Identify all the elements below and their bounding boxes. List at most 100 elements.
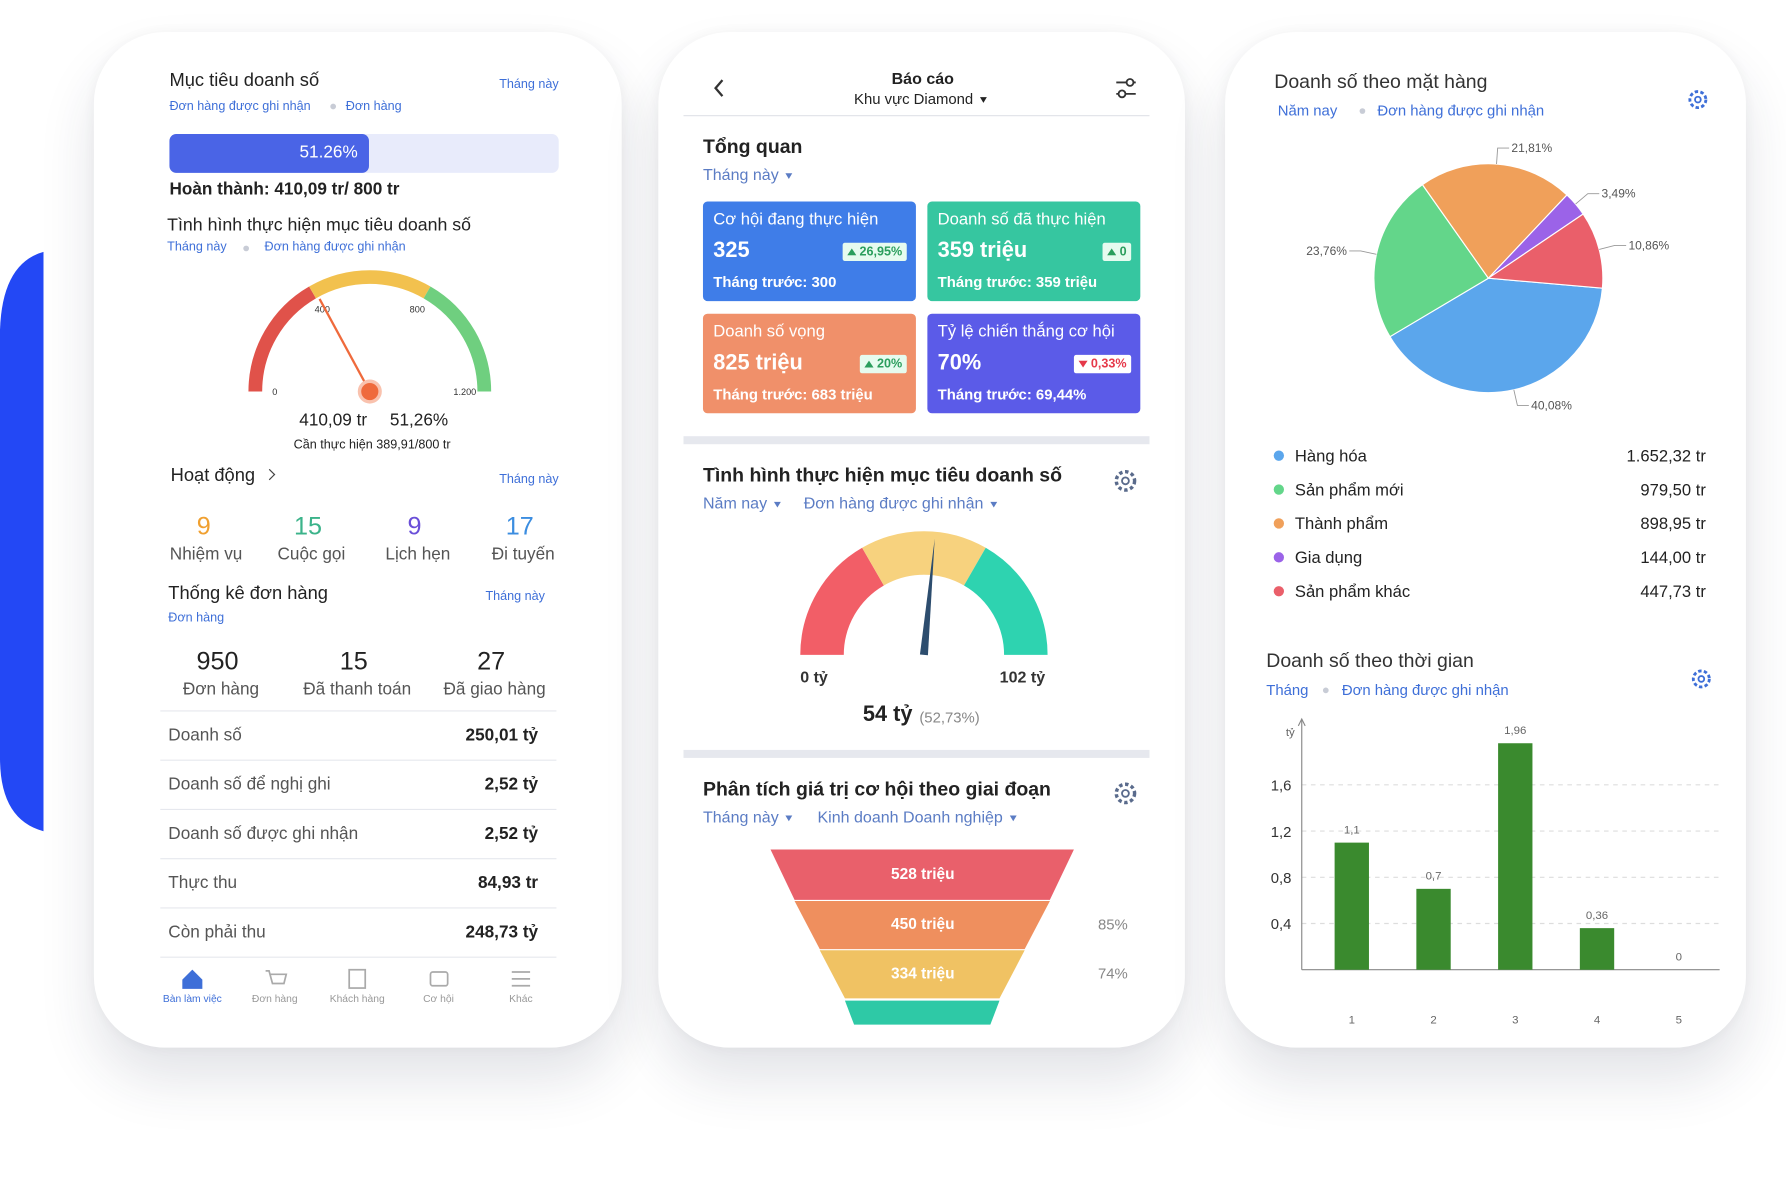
gauge-filter[interactable]: Đơn hàng được ghi nhận	[264, 240, 406, 255]
pie-leader	[1599, 244, 1627, 250]
nav-icon-menu[interactable]	[511, 971, 531, 987]
bar	[1579, 928, 1615, 970]
card-change-value: 0	[1119, 245, 1127, 259]
funnel-filter[interactable]: Tháng này	[703, 808, 792, 827]
kpi-card[interactable]: Cơ hội đang thực hiện 325 26,95% Tháng t…	[702, 201, 916, 302]
pie-leader	[1349, 250, 1377, 255]
nav-icon-home[interactable]	[182, 969, 203, 989]
gauge-needle	[318, 298, 371, 393]
value-label: 1,1	[1344, 824, 1360, 836]
trend-arrow	[1078, 360, 1088, 368]
section-separator	[683, 749, 1150, 758]
row-label: Còn phải thu	[168, 922, 266, 942]
pie-filter[interactable]: Đơn hàng được ghi nhận	[1377, 101, 1545, 119]
pie-label: 40,08%	[1531, 398, 1572, 412]
nav-icon-building[interactable]	[348, 968, 367, 989]
orders-period[interactable]: Tháng này	[485, 589, 545, 604]
target-filter[interactable]: Năm nay	[703, 494, 781, 513]
activity-count: 9	[196, 511, 211, 541]
nav-label[interactable]: Khách hàng	[329, 992, 385, 1005]
nav-icon-cart[interactable]	[265, 970, 288, 985]
legend-name: Sản phẩm khác	[1295, 582, 1410, 601]
pie-label: 3,49%	[1602, 187, 1636, 201]
gear-teeth	[1688, 90, 1708, 110]
activity-count: 9	[407, 511, 422, 541]
gauge-tick-label: 1.200	[453, 387, 476, 397]
gauge-filter[interactable]: Tháng này	[167, 240, 227, 255]
bar-filter[interactable]: Tháng	[1266, 681, 1309, 699]
orders-subtitle[interactable]: Đơn hàng	[168, 611, 225, 626]
activity-period[interactable]: Tháng này	[499, 472, 559, 487]
funnel	[770, 849, 1074, 1025]
legend-marker	[1273, 484, 1285, 495]
row-dividers	[160, 710, 557, 958]
activity-count: 15	[293, 511, 322, 541]
card-title: Cơ hội đang thực hiện	[713, 210, 879, 230]
card-previous: Tháng trước: 359 triệu	[937, 273, 1098, 291]
filter-button[interactable]	[1116, 78, 1136, 99]
nav-label[interactable]: Bàn làm việc	[162, 992, 222, 1005]
card-change: 0,33%	[1073, 354, 1132, 374]
card-change: 20%	[859, 354, 907, 374]
bar-filter[interactable]: Đơn hàng được ghi nhận	[1341, 681, 1509, 699]
x-tick-label: 3	[1512, 1015, 1518, 1027]
pie-label: 21,81%	[1511, 141, 1552, 155]
activity-label: Đi tuyến	[491, 544, 555, 565]
activity-title[interactable]: Hoạt động	[170, 466, 256, 486]
pie-slice	[1373, 183, 1490, 338]
kpi-card[interactable]: Doanh số đã thực hiện 359 triệu 0 Tháng …	[927, 201, 1141, 302]
gear[interactable]	[1114, 469, 1137, 492]
pie-filter[interactable]: Năm nay	[1277, 101, 1338, 119]
kpi-card[interactable]: Doanh số vọng 825 triệu 20% Tháng trước:…	[702, 313, 916, 414]
card-value: 359 triệu	[937, 238, 1028, 263]
funnel-title: Phân tích giá trị cơ hội theo giai đoạn	[702, 778, 1051, 800]
card-change-value: 20%	[876, 357, 903, 371]
value-label: 0,36	[1586, 910, 1608, 922]
gear[interactable]	[1691, 669, 1711, 689]
filter-separator	[243, 245, 250, 252]
gear-teeth	[1114, 782, 1137, 805]
progress-label: 51.26%	[299, 142, 358, 163]
nav-label[interactable]: Đơn hàng	[251, 992, 298, 1005]
card-title: Doanh số vọng	[713, 322, 825, 342]
card-change: 26,95%	[842, 242, 907, 262]
target-filter[interactable]: Đơn hàng được ghi nhận	[804, 494, 997, 513]
overview-title: Tổng quan	[702, 135, 803, 158]
row-value: 248,73 tỷ	[465, 922, 539, 942]
y-axis-label: tỷ	[1286, 727, 1295, 739]
progress-fill	[169, 133, 369, 173]
gauge-remaining: Cần thực hiện 389,91/800 tr	[293, 438, 451, 453]
nav-label[interactable]: Khác	[509, 992, 533, 1005]
nav-label[interactable]: Cơ hội	[423, 992, 454, 1005]
value-label: 1,96	[1504, 725, 1526, 737]
pie-leader	[1575, 193, 1600, 205]
card-previous: Tháng trước: 683 triệu	[713, 385, 873, 403]
header-region[interactable]: Khu vực Diamond	[854, 91, 987, 108]
gauge-tick-label: 400	[315, 305, 330, 315]
goal-period[interactable]: Tháng này	[499, 77, 559, 92]
legend-name: Gia dụng	[1295, 548, 1362, 567]
row-label: Doanh số được ghi nhận	[168, 824, 359, 844]
overview-period[interactable]: Tháng này	[703, 165, 792, 184]
gauge-title: Tình hình thực hiện mục tiêu doanh số	[167, 215, 472, 236]
goal-filter[interactable]: Đơn hàng	[345, 99, 402, 114]
activity-label: Cuộc gọi	[277, 544, 346, 565]
y-tick-label: 0,8	[1271, 871, 1292, 887]
gauge-tick-label: 0	[272, 387, 277, 397]
trend-arrow	[864, 360, 874, 368]
back-button[interactable]	[714, 79, 724, 97]
funnel-filter[interactable]: Kinh doanh Doanh nghiệp	[817, 808, 1016, 827]
gear[interactable]	[1114, 782, 1137, 805]
goal-filter[interactable]: Đơn hàng được ghi nhận	[169, 99, 311, 114]
nav-icon-wallet[interactable]	[429, 971, 449, 987]
filter-separator	[330, 103, 337, 110]
gear[interactable]	[1688, 90, 1708, 110]
legend-amount: 144,00 tr	[1640, 548, 1706, 567]
value-label: 0,7	[1426, 871, 1442, 883]
kpi-card[interactable]: Tỷ lệ chiến thắng cơ hội 70% 0,33% Tháng…	[927, 313, 1141, 414]
funnel-value: 450 triệu	[891, 915, 955, 933]
pie-leader	[1496, 147, 1510, 165]
filter-separator	[1359, 108, 1366, 114]
